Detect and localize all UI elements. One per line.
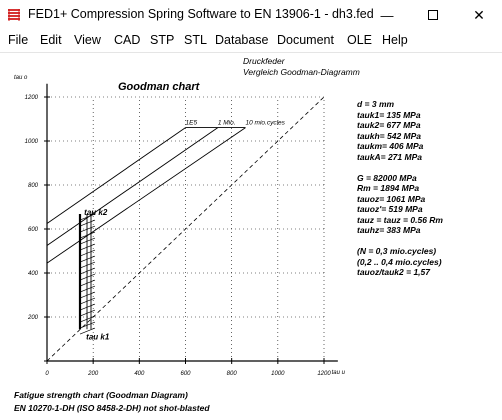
header-line2: Vergleich Goodman-Diagramm bbox=[243, 67, 360, 77]
hatch-line bbox=[79, 303, 96, 311]
hatch-line bbox=[79, 321, 96, 329]
goodman-line-0 bbox=[46, 127, 186, 224]
x-tick-label: 400 bbox=[134, 371, 145, 377]
y-tick-label: 1000 bbox=[25, 139, 39, 145]
x-tick-label: 0 bbox=[45, 371, 49, 377]
menu-bar: File Edit View CAD STP STL Database Docu… bbox=[0, 30, 502, 53]
hatch-line bbox=[79, 297, 96, 305]
y-tick-label: 200 bbox=[27, 315, 39, 321]
hatch-line bbox=[79, 267, 96, 275]
parameter-list: d = 3 mm tauk1= 135 MPa tauk2= 677 MPa tauk… bbox=[357, 99, 497, 278]
annotation-label: 1 Mio. bbox=[218, 120, 236, 127]
parameter-line: G = 82000 MPa bbox=[357, 172, 417, 183]
title-bar: FED1+ Compression Spring Software to EN … bbox=[0, 0, 502, 30]
parameter-line: tauoz/tauk2 = 1,57 bbox=[357, 267, 430, 277]
close-button[interactable]: ✕ bbox=[456, 0, 502, 30]
annotation-label: 10 mio.cycles bbox=[246, 120, 286, 127]
hatch-line bbox=[79, 315, 96, 323]
hatch-line bbox=[79, 219, 96, 227]
y-tick-label: 800 bbox=[28, 183, 39, 189]
y-tick-label: 600 bbox=[28, 227, 39, 233]
header-line1: Druckfeder bbox=[243, 56, 285, 66]
menu-ole[interactable]: OLE bbox=[347, 33, 373, 47]
hatch-line bbox=[79, 309, 96, 317]
annotation-label: tau k2 bbox=[84, 208, 108, 217]
hatch-line bbox=[79, 255, 96, 263]
footer-line1: Fatigue strength chart (Goodman Diagram) bbox=[14, 390, 188, 400]
hatch-line bbox=[79, 243, 96, 251]
menu-edit[interactable]: Edit bbox=[40, 33, 62, 47]
parameter-line: (0,2 .. 0,4 mio.cycles) bbox=[357, 256, 442, 267]
spring-app-icon bbox=[6, 7, 22, 23]
x-tick-label: 200 bbox=[87, 371, 99, 377]
parameter-line: Rm = 1894 MPa bbox=[357, 183, 420, 193]
maximize-button[interactable] bbox=[410, 0, 456, 30]
hatch-line bbox=[79, 279, 96, 287]
y-axis-label: tau o bbox=[14, 75, 28, 81]
hatch-line bbox=[79, 291, 96, 299]
x-tick-label: 800 bbox=[227, 371, 238, 377]
parameter-line: tauoz= 1061 MPa bbox=[357, 193, 426, 204]
hatch-line bbox=[79, 273, 96, 281]
parameter-line: taukh= 542 MPa bbox=[357, 130, 422, 141]
menu-help[interactable]: Help bbox=[382, 33, 408, 47]
x-tick-label: 1000 bbox=[271, 371, 285, 377]
close-icon: ✕ bbox=[473, 6, 485, 23]
goodman-line-2 bbox=[46, 127, 246, 264]
menu-file[interactable]: File bbox=[8, 33, 29, 47]
menu-stp[interactable]: STP bbox=[150, 33, 175, 47]
parameter-line: taukm= 406 MPa bbox=[357, 141, 424, 151]
maximize-icon bbox=[428, 10, 438, 20]
document-area: Druckfeder Vergleich Goodman-Diagramm Go… bbox=[0, 53, 502, 420]
chart-title: Goodman chart bbox=[118, 81, 201, 93]
hatch-line bbox=[79, 249, 96, 257]
goodman-line-1 bbox=[46, 127, 219, 246]
annotation-label: tau k1 bbox=[86, 332, 110, 341]
x-tick-label: 1200 bbox=[317, 371, 331, 377]
minimize-button[interactable]: — bbox=[364, 0, 410, 30]
footer-line2: EN 10270-1-DH (ISO 8458-2-DH) not shot-b… bbox=[14, 403, 210, 413]
hatch-line bbox=[79, 327, 96, 335]
hatch-line bbox=[79, 285, 96, 293]
x-tick-label: 600 bbox=[180, 371, 191, 377]
parameter-line: tauhz= 383 MPa bbox=[357, 225, 421, 235]
hatch-line bbox=[79, 261, 96, 269]
parameter-line: tauoz'= 519 MPa bbox=[357, 204, 423, 214]
menu-cad[interactable]: CAD bbox=[114, 33, 141, 47]
window-title: FED1+ Compression Spring Software to EN … bbox=[28, 7, 374, 21]
y-tick-label: 400 bbox=[28, 271, 39, 277]
hatch-line bbox=[79, 225, 96, 233]
parameter-line: tauk2= 677 MPa bbox=[357, 120, 421, 130]
hatch-line bbox=[79, 231, 96, 239]
menu-view[interactable]: View bbox=[74, 33, 101, 47]
minimize-icon: — bbox=[380, 7, 394, 23]
parameter-line: d = 3 mm bbox=[357, 99, 395, 109]
x-axis-label: tau u bbox=[332, 370, 345, 376]
annotation-label: 1E5 bbox=[186, 120, 198, 127]
menu-document[interactable]: Document bbox=[277, 33, 334, 47]
parameter-line: tauz = tauz = 0.56 Rm bbox=[357, 214, 443, 225]
parameter-line: tauk1= 135 MPa bbox=[357, 109, 421, 120]
parameter-spacer bbox=[357, 236, 497, 247]
menu-stl[interactable]: STL bbox=[184, 33, 207, 47]
parameter-line: taukA= 271 MPa bbox=[357, 151, 422, 162]
parameter-line: (N = 0,3 mio.cycles) bbox=[357, 246, 437, 256]
y-tick-label: 1200 bbox=[25, 95, 39, 101]
menu-database[interactable]: Database bbox=[215, 33, 269, 47]
hatch-line bbox=[79, 213, 96, 221]
parameter-spacer bbox=[357, 162, 497, 173]
goodman-chart: Goodman chart tau o tau u 200 400 600 800 1000 1… bbox=[14, 75, 345, 377]
hatch-line bbox=[79, 237, 96, 245]
